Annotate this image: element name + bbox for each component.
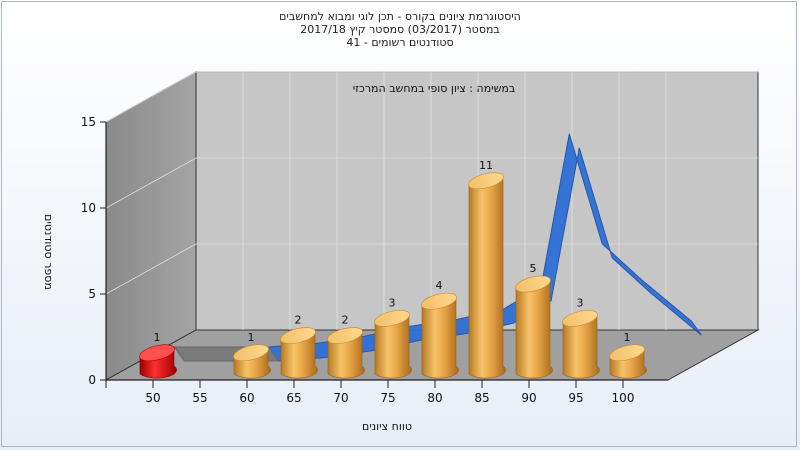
- bar-body: [468, 176, 506, 379]
- bar-top: [515, 275, 551, 293]
- chart-title: היסטוגרמת ציונים בקורס - תכן לוגי ומבוא …: [279, 10, 521, 23]
- bar-value-label: 3: [577, 296, 584, 309]
- bar-value-label: 2: [295, 314, 302, 327]
- bar: 2: [327, 314, 365, 379]
- bar: 1: [609, 331, 647, 379]
- bar-value-label: 11: [479, 159, 493, 172]
- bar-value-label: 1: [624, 331, 631, 344]
- grid-line: [105, 243, 197, 295]
- bar: 1: [139, 331, 177, 379]
- bar: 3: [374, 296, 412, 379]
- bar-body: [421, 296, 459, 379]
- x-axis-ticks: 50 55 60 65 70 75 80 85 90 95 100: [105, 380, 635, 405]
- bar: 5: [515, 262, 553, 379]
- bar-top: [280, 327, 316, 344]
- bar-value-label: 2: [342, 314, 349, 327]
- x-tick-label: 90: [521, 391, 536, 405]
- bar-value-label: 4: [436, 279, 443, 292]
- bar-top: [421, 292, 457, 310]
- x-tick-label: 70: [333, 391, 348, 405]
- bar-value-label: 5: [530, 262, 537, 275]
- bar-value-label: 1: [248, 331, 255, 344]
- bar-body: [515, 279, 553, 379]
- y-tick-label: 5: [88, 287, 96, 301]
- grid-line: [105, 157, 197, 209]
- x-tick-label: 50: [145, 391, 160, 405]
- chart-subtitle: במשימה : ציון סופי במחשב המרכזי: [353, 82, 516, 95]
- bar: 2: [280, 314, 318, 379]
- bar-top: [562, 310, 598, 327]
- x-tick-label: 60: [239, 391, 254, 405]
- x-tick-label: 65: [286, 391, 301, 405]
- chart-title-semester: במסטר (03/2017) סמסטר קיץ 2017/18: [300, 23, 500, 36]
- x-tick-label: 100: [612, 391, 635, 405]
- bar-body: [374, 314, 412, 379]
- bar: 11: [468, 159, 506, 379]
- bar-value-label: 1: [154, 331, 161, 344]
- bar: 3: [562, 296, 600, 379]
- bar-top: [468, 172, 504, 190]
- x-tick-label: 55: [192, 391, 207, 405]
- y-tick-label: 10: [81, 201, 96, 215]
- bar-top: [233, 344, 269, 362]
- side-wall: [105, 71, 197, 381]
- x-tick-label: 85: [474, 391, 489, 405]
- bar: 4: [421, 279, 459, 379]
- bar-top: [139, 344, 175, 362]
- bar-top: [374, 310, 410, 327]
- grid-line: [105, 71, 197, 123]
- x-axis-title: טווח ציונים: [362, 420, 412, 433]
- y-tick-label: 15: [81, 115, 96, 129]
- y-axis-ticks: 0 5 10 15: [81, 115, 106, 387]
- bar-value-label: 3: [389, 296, 396, 309]
- curve-ribbon: [173, 133, 702, 362]
- x-tick-label: 75: [380, 391, 395, 405]
- bar-body: [562, 314, 600, 379]
- x-tick-label: 95: [568, 391, 583, 405]
- chart-title-students: סטודנטים רשומים - 41: [346, 36, 454, 49]
- bar: 1: [233, 331, 271, 379]
- x-tick-label: 80: [427, 391, 442, 405]
- bar-top: [609, 344, 645, 362]
- y-tick-label: 0: [88, 373, 96, 387]
- y-axis-title: מספר סטודנטים: [42, 214, 55, 290]
- bar-top: [327, 327, 363, 344]
